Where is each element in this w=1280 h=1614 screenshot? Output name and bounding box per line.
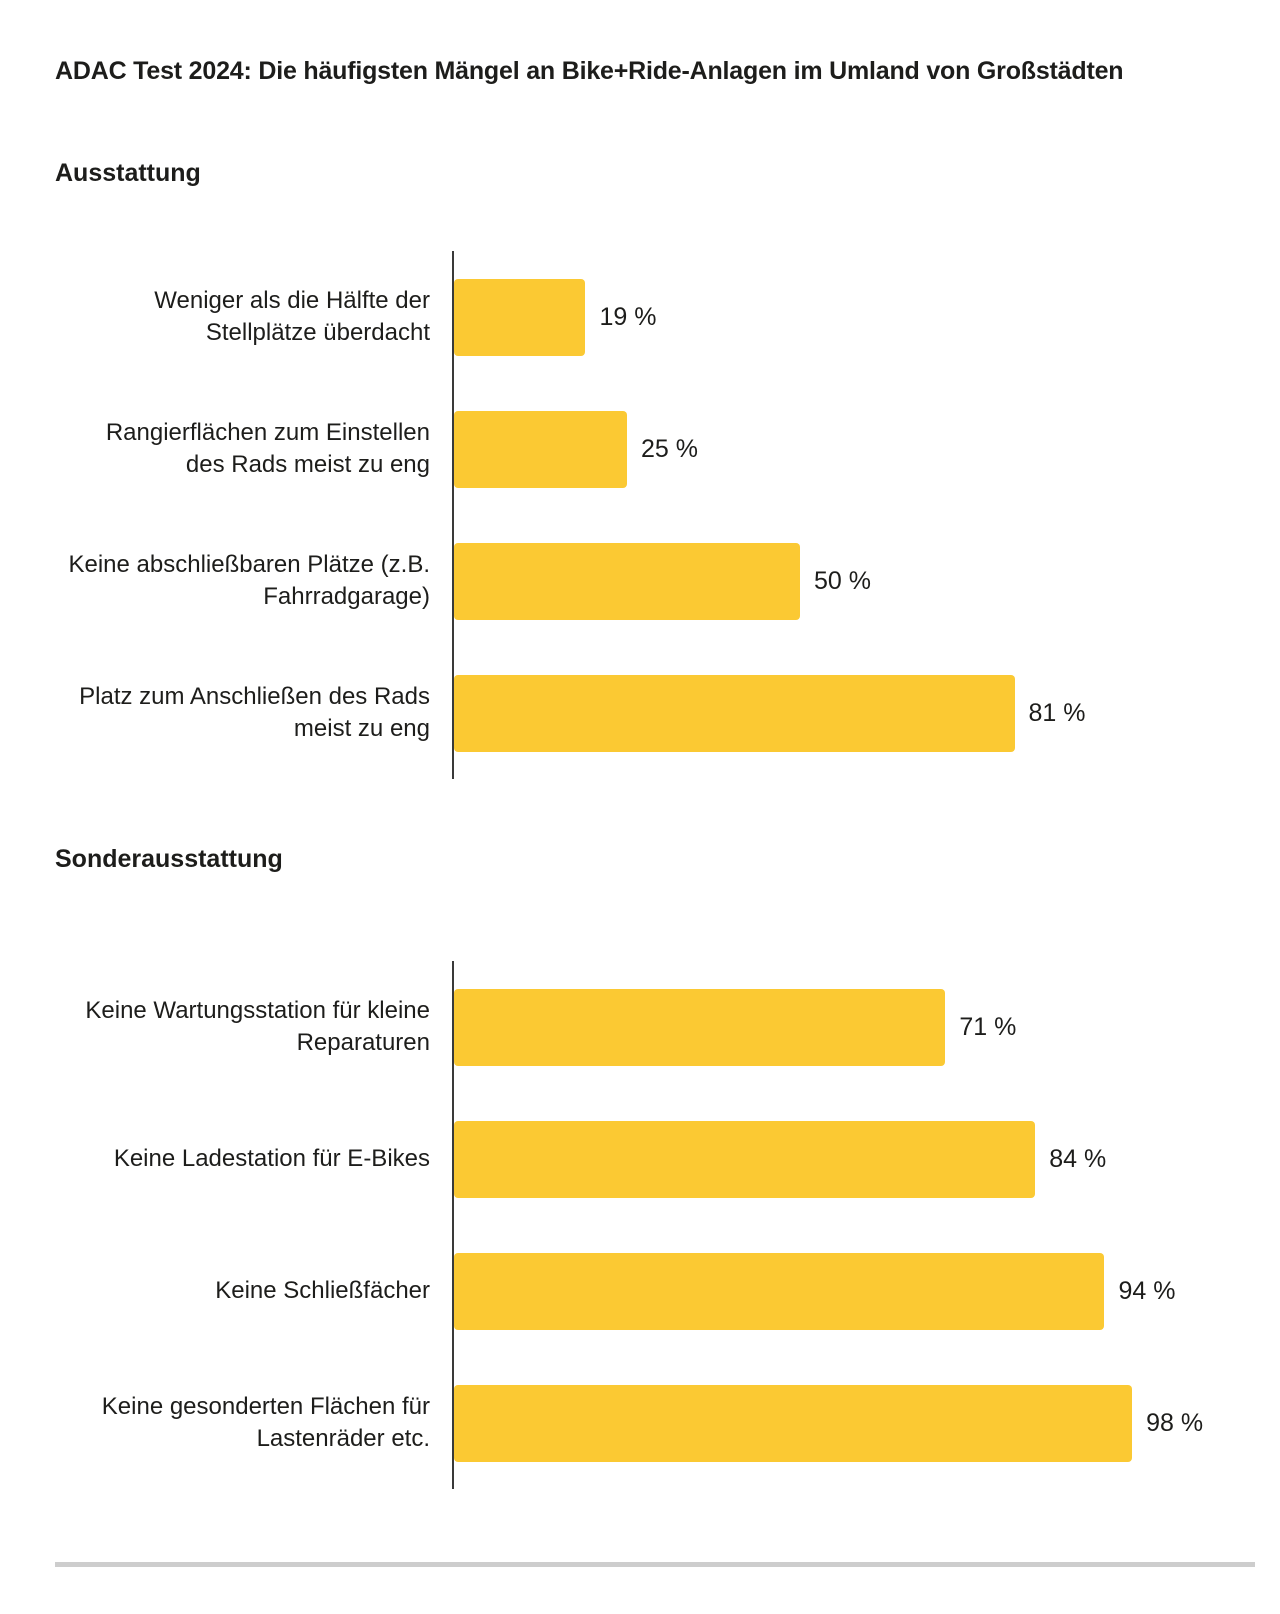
chart-row: Keine Wartungsstation für kleine Reparat… — [55, 961, 1255, 1093]
bar — [454, 410, 627, 488]
chart-row: Keine gesonderten Flächen für Lastenräde… — [55, 1357, 1255, 1489]
bar-track: 50 % — [452, 515, 1255, 647]
bar — [454, 278, 586, 356]
bar — [454, 988, 946, 1066]
section-heading-sonderausstattung: Sonderausstattung — [55, 845, 283, 873]
bar — [454, 542, 800, 620]
bottom-divider — [55, 1562, 1255, 1567]
bar-label: Keine gesonderten Flächen für Lastenräde… — [101, 1393, 430, 1452]
bar-value-label: 84 % — [1049, 1145, 1107, 1173]
bar-track: 19 % — [452, 251, 1255, 383]
bar-label: Keine Wartungsstation für kleine Reparat… — [85, 997, 430, 1056]
bar-track: 71 % — [452, 961, 1255, 1093]
bar-track: 98 % — [452, 1357, 1255, 1489]
bar — [454, 1384, 1133, 1462]
y-axis-line — [452, 961, 454, 1489]
bar-value-label: 94 % — [1118, 1277, 1176, 1305]
page-title: ADAC Test 2024: Die häufigsten Mängel an… — [55, 57, 1124, 85]
bar-track: 94 % — [452, 1225, 1255, 1357]
bar-track: 81 % — [452, 647, 1255, 779]
bar-chart-ausstattung: Weniger als die Hälfte der Stellplätze ü… — [55, 251, 1255, 779]
bar-value-label: 19 % — [599, 303, 657, 331]
bar-label: Keine Schließfächer — [215, 1277, 430, 1304]
chart-row: Keine Ladestation für E-Bikes 84 % — [55, 1093, 1255, 1225]
bar-track: 84 % — [452, 1093, 1255, 1225]
bar-label: Rangierflächen zum Einstellen des Rads m… — [105, 419, 430, 478]
bar — [454, 1120, 1036, 1198]
bar-value-label: 50 % — [814, 567, 871, 595]
bar-value-label: 98 % — [1146, 1409, 1204, 1437]
bar-label: Platz zum Anschließen des Rads meist zu … — [79, 683, 430, 742]
bar-label: Keine abschließbaren Plätze (z.B. Fahrra… — [68, 551, 430, 610]
page-root: ADAC Test 2024: Die häufigsten Mängel an… — [0, 55, 1280, 1614]
chart-row: Weniger als die Hälfte der Stellplätze ü… — [55, 251, 1255, 383]
chart-row: Keine Schließfächer 94 % — [55, 1225, 1255, 1357]
chart-row: Platz zum Anschließen des Rads meist zu … — [55, 647, 1255, 779]
bar-track: 25 % — [452, 383, 1255, 515]
bar-label: Keine Ladestation für E-Bikes — [113, 1145, 430, 1172]
bar-value-label: 71 % — [959, 1013, 1017, 1041]
bar-label: Weniger als die Hälfte der Stellplätze ü… — [154, 287, 430, 346]
bar-value-label: 25 % — [641, 435, 698, 463]
y-axis-line — [452, 251, 454, 779]
bar-chart-sonderausstattung: Keine Wartungsstation für kleine Reparat… — [55, 961, 1255, 1489]
bar — [454, 674, 1015, 752]
bar — [454, 1252, 1105, 1330]
section-heading-ausstattung: Ausstattung — [55, 159, 201, 187]
bar-value-label: 81 % — [1028, 699, 1086, 727]
chart-row: Rangierflächen zum Einstellen des Rads m… — [55, 383, 1255, 515]
chart-row: Keine abschließbaren Plätze (z.B. Fahrra… — [55, 515, 1255, 647]
